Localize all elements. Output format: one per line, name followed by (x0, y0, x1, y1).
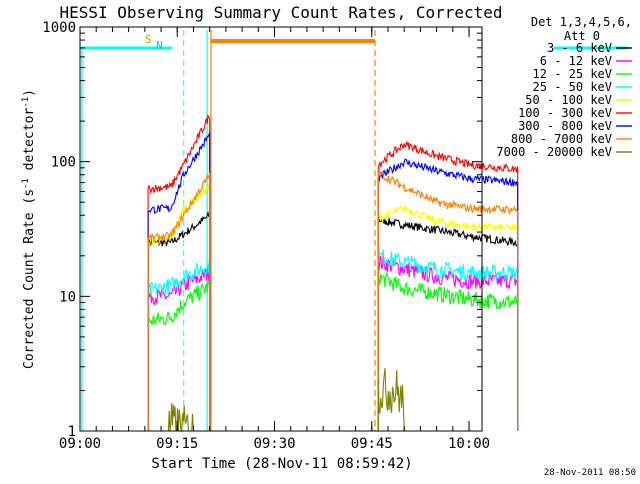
series-line-6-seg1 (147, 132, 211, 431)
x-tick-label-1: 09:15 (156, 436, 198, 452)
legend-header-line-2: Att 0 (564, 29, 600, 43)
plot-timestamp: 28-Nov-2011 08:50 (544, 468, 636, 478)
plot-frame (79, 26, 483, 432)
legend-label-3: 25 - 50 keV (533, 80, 612, 94)
y-tick-label-1: 10 (59, 289, 76, 305)
legend-label-6: 300 - 800 keV (518, 119, 612, 133)
series-line-5-seg2 (377, 141, 519, 431)
chart-title: HESSI Observing Summary Count Rates, Cor… (59, 3, 502, 22)
series-line-8-seg1 (167, 403, 197, 433)
y-axis-label: Corrected Count Rate (s-1 detector-1) (21, 89, 37, 369)
series-line-8-seg2 (377, 367, 405, 431)
legend-label-2: 12 - 25 keV (533, 67, 612, 81)
series-line-3-seg2 (377, 249, 519, 431)
series-line-1-seg1 (147, 266, 211, 431)
legend-label-8: 7000 - 20000 keV (496, 145, 612, 159)
series-line-0-seg2 (377, 216, 519, 431)
y-tick-label-3: 1000 (42, 20, 76, 36)
x-tick-label-0: 09:00 (59, 436, 101, 452)
legend-header-line-1: Det 1,3,4,5,6, (531, 15, 632, 29)
x-tick-label-4: 10:00 (448, 436, 490, 452)
y-axis-label-sup1: -1 (21, 178, 31, 189)
x-tick-label-2: 09:30 (253, 436, 295, 452)
y-axis-label-mid: detector (22, 108, 37, 179)
x-axis-label: Start Time (28-Nov-11 08:59:42) (151, 456, 412, 472)
legend-label-0: 3 - 6 keV (547, 41, 612, 55)
y-axis-label-sup2: -1 (21, 97, 31, 108)
series-line-2-seg2 (377, 269, 519, 431)
series-line-7-seg2 (377, 170, 519, 431)
legend-label-7: 800 - 7000 keV (511, 132, 612, 146)
series-line-6-seg2 (377, 158, 519, 431)
series-line-7-seg1 (147, 172, 211, 431)
y-axis-label-end: ) (22, 89, 37, 97)
flag-label-saa: S (145, 33, 152, 46)
y-tick-label-0: 1 (68, 424, 76, 440)
legend-label-5: 100 - 300 keV (518, 106, 612, 120)
series-line-1-seg2 (377, 255, 519, 431)
y-tick-label-2: 100 (51, 155, 76, 171)
legend-label-4: 50 - 100 keV (525, 93, 612, 107)
series-line-3-seg1 (147, 258, 211, 431)
y-axis-label-main: Corrected Count Rate (s (22, 189, 37, 369)
series-line-0-seg1 (147, 210, 211, 431)
x-tick-label-3: 09:45 (351, 436, 393, 452)
flag-label-night: N (156, 39, 163, 52)
series-line-5-seg1 (147, 114, 211, 431)
series-line-4-seg2 (377, 204, 519, 431)
series-line-2-seg1 (147, 279, 211, 431)
legend-label-1: 6 - 12 keV (540, 54, 612, 68)
